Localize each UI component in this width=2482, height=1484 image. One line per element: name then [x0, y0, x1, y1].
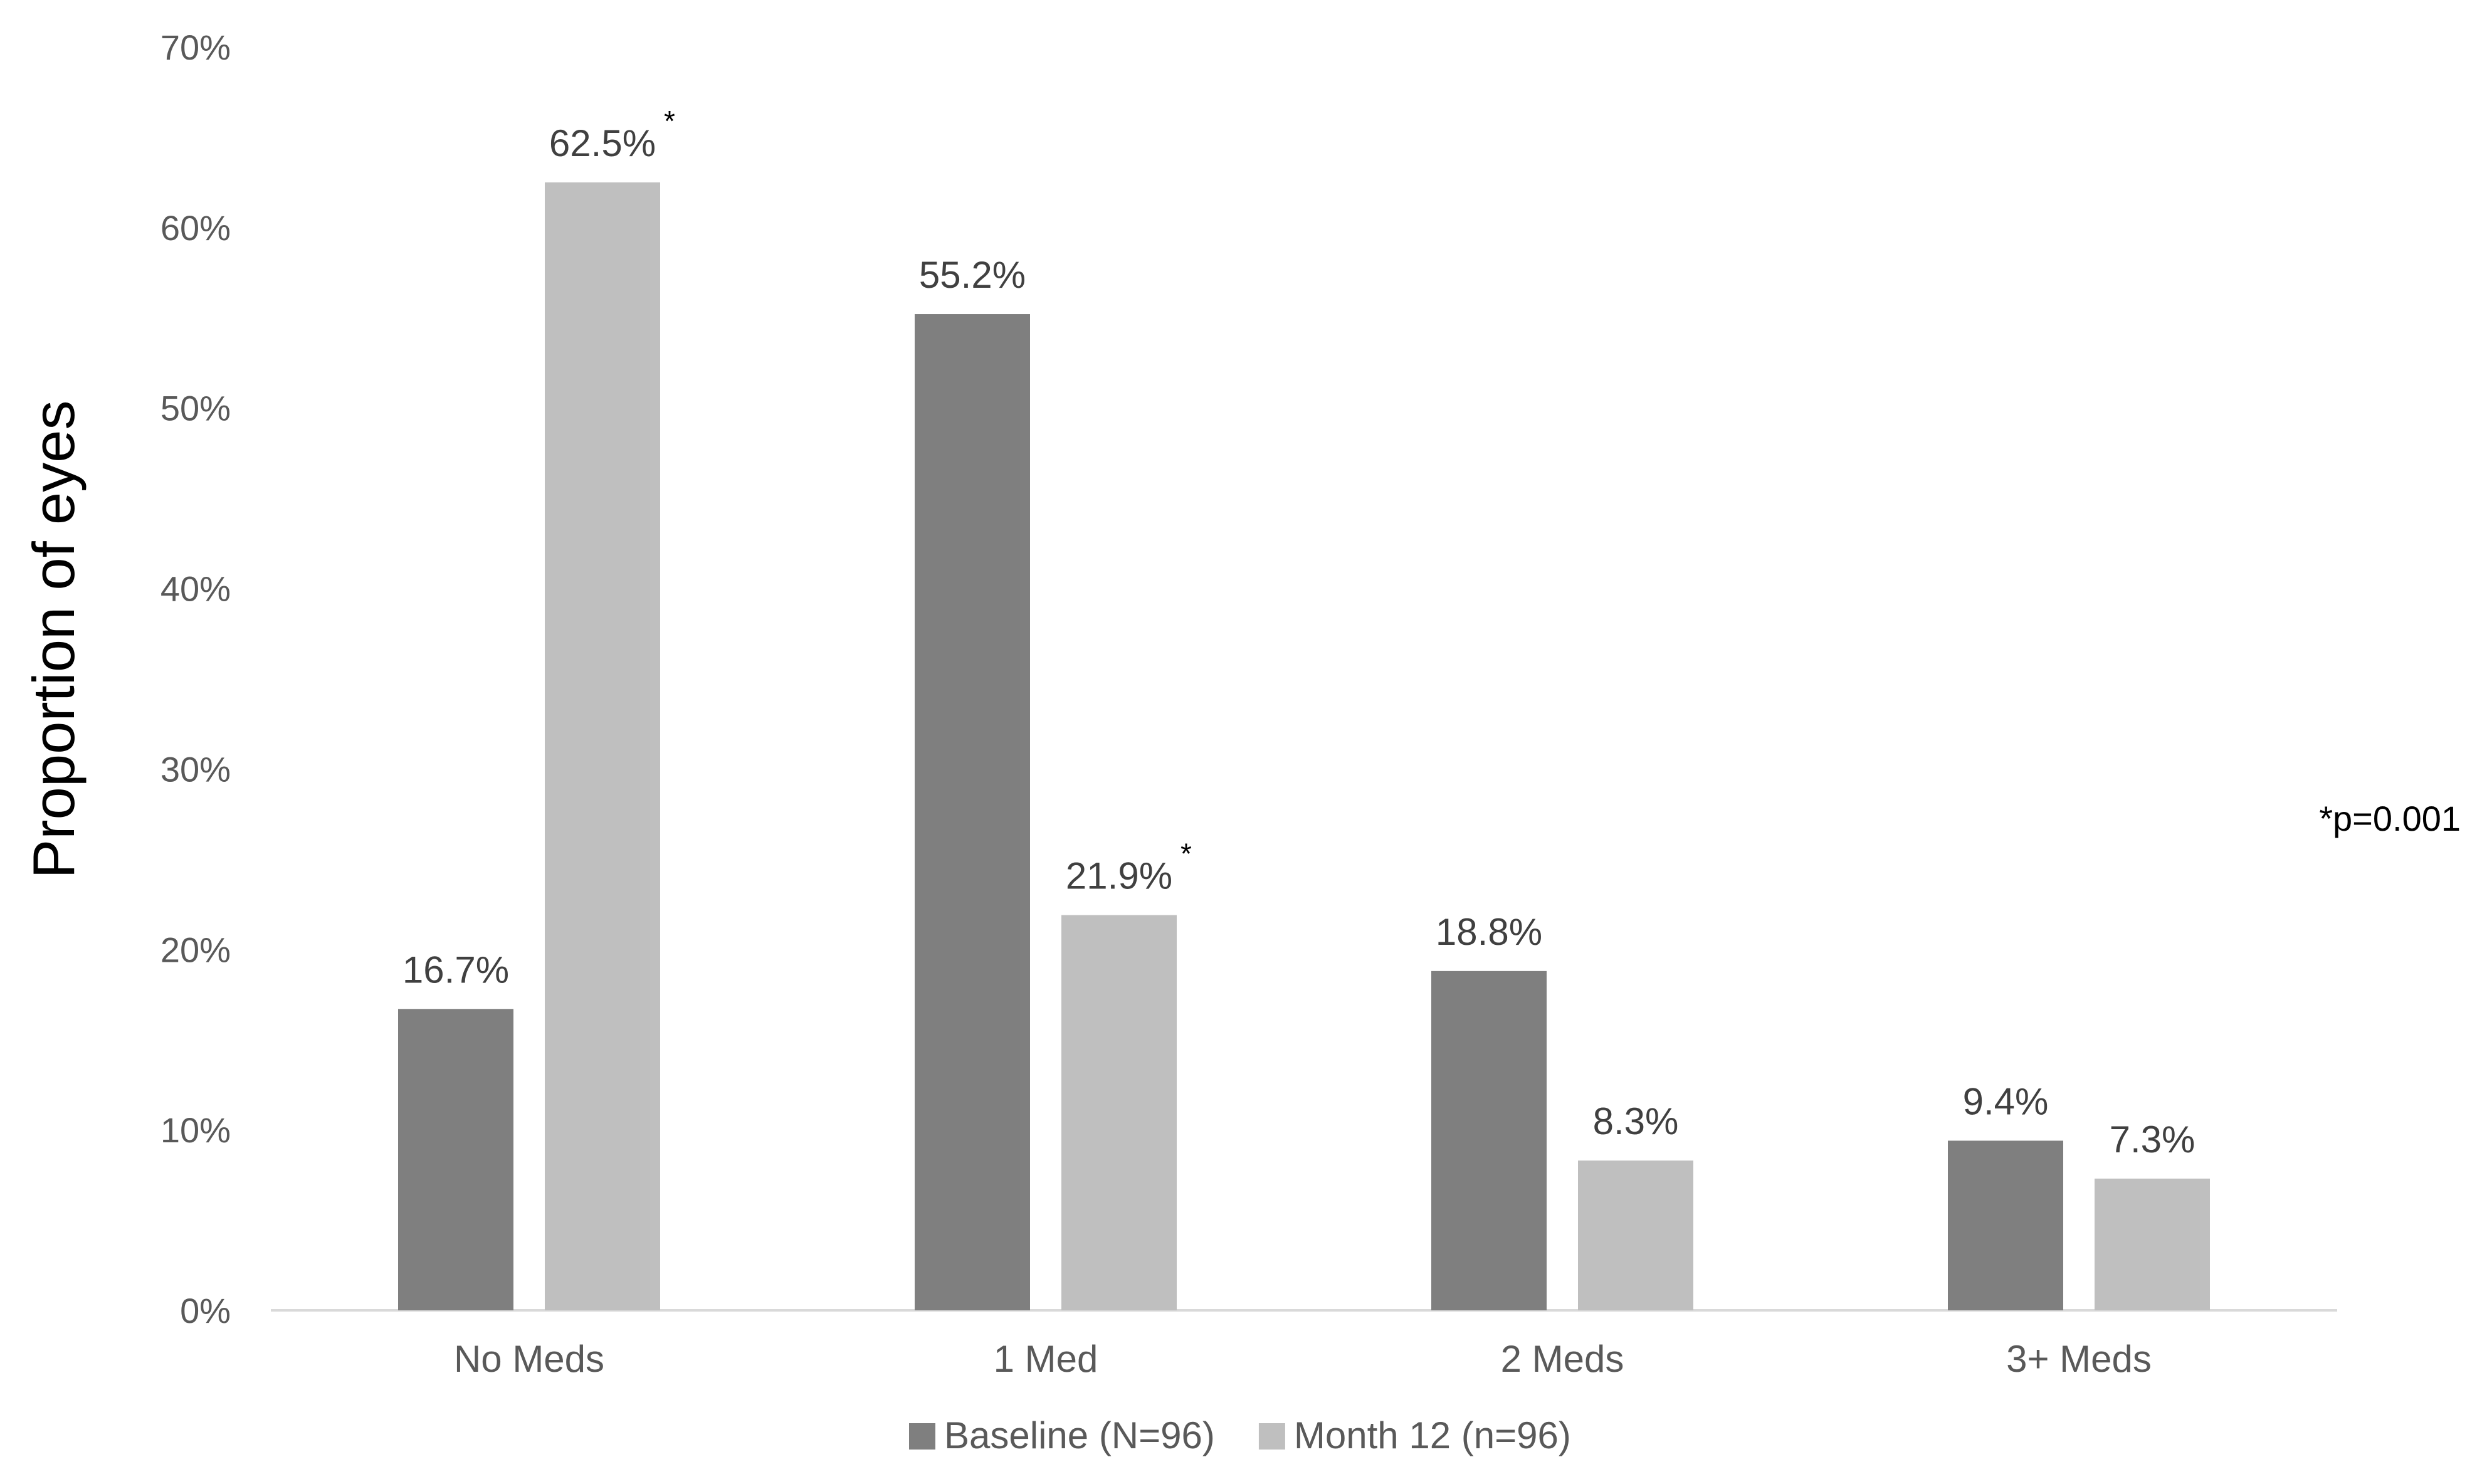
data-label: 8.3%	[1593, 1100, 1679, 1142]
legend-label: Baseline (N=96)	[944, 1414, 1215, 1456]
y-tick-label: 40%	[160, 569, 231, 609]
data-label: 62.5%	[549, 122, 656, 164]
category-label: 2 Meds	[1501, 1338, 1624, 1380]
y-tick-label: 70%	[160, 28, 231, 67]
category-label: No Meds	[454, 1338, 604, 1380]
bar	[1061, 915, 1177, 1310]
legend-swatch	[1258, 1423, 1285, 1450]
category-label: 3+ Meds	[2006, 1338, 2152, 1380]
significance-note: *p=0.001	[2319, 799, 2461, 838]
bar	[1431, 971, 1547, 1310]
legend: Baseline (N=96) Month 12 (n=96)	[909, 1414, 1571, 1456]
significance-marker: *	[664, 105, 675, 137]
data-label: 16.7%	[402, 949, 509, 991]
data-label: 55.2%	[919, 254, 1026, 296]
y-tick-label: 10%	[160, 1110, 231, 1150]
y-axis-label: Proportion of eyes	[21, 401, 87, 879]
legend-label: Month 12 (n=96)	[1294, 1414, 1571, 1456]
y-tick-label: 50%	[160, 389, 231, 428]
significance-marker: *	[1181, 838, 1192, 870]
legend-swatch	[909, 1423, 935, 1450]
data-label: 21.9%	[1066, 855, 1172, 897]
bar	[1578, 1160, 1693, 1310]
y-tick-label: 0%	[180, 1291, 231, 1330]
bar	[1948, 1140, 2063, 1310]
data-label: 9.4%	[1963, 1080, 2049, 1122]
y-tick-label: 60%	[160, 208, 231, 248]
bar	[545, 182, 660, 1311]
y-axis-ticks: 0% 10% 20% 30% 40% 50% 60% 70%	[160, 28, 231, 1330]
data-label: 7.3%	[2110, 1118, 2195, 1160]
y-tick-label: 20%	[160, 930, 231, 969]
category-labels: No Meds 1 Med 2 Meds 3+ Meds	[454, 1338, 2152, 1380]
bar	[2095, 1178, 2210, 1310]
bar	[398, 1009, 513, 1310]
y-tick-label: 30%	[160, 749, 231, 789]
data-label: 18.8%	[1436, 911, 1542, 953]
category-label: 1 Med	[994, 1338, 1098, 1380]
bar	[915, 314, 1030, 1310]
bars: 16.7%62.5%*55.2%21.9%*18.8%8.3% 9.4%7.3%	[398, 105, 2210, 1311]
